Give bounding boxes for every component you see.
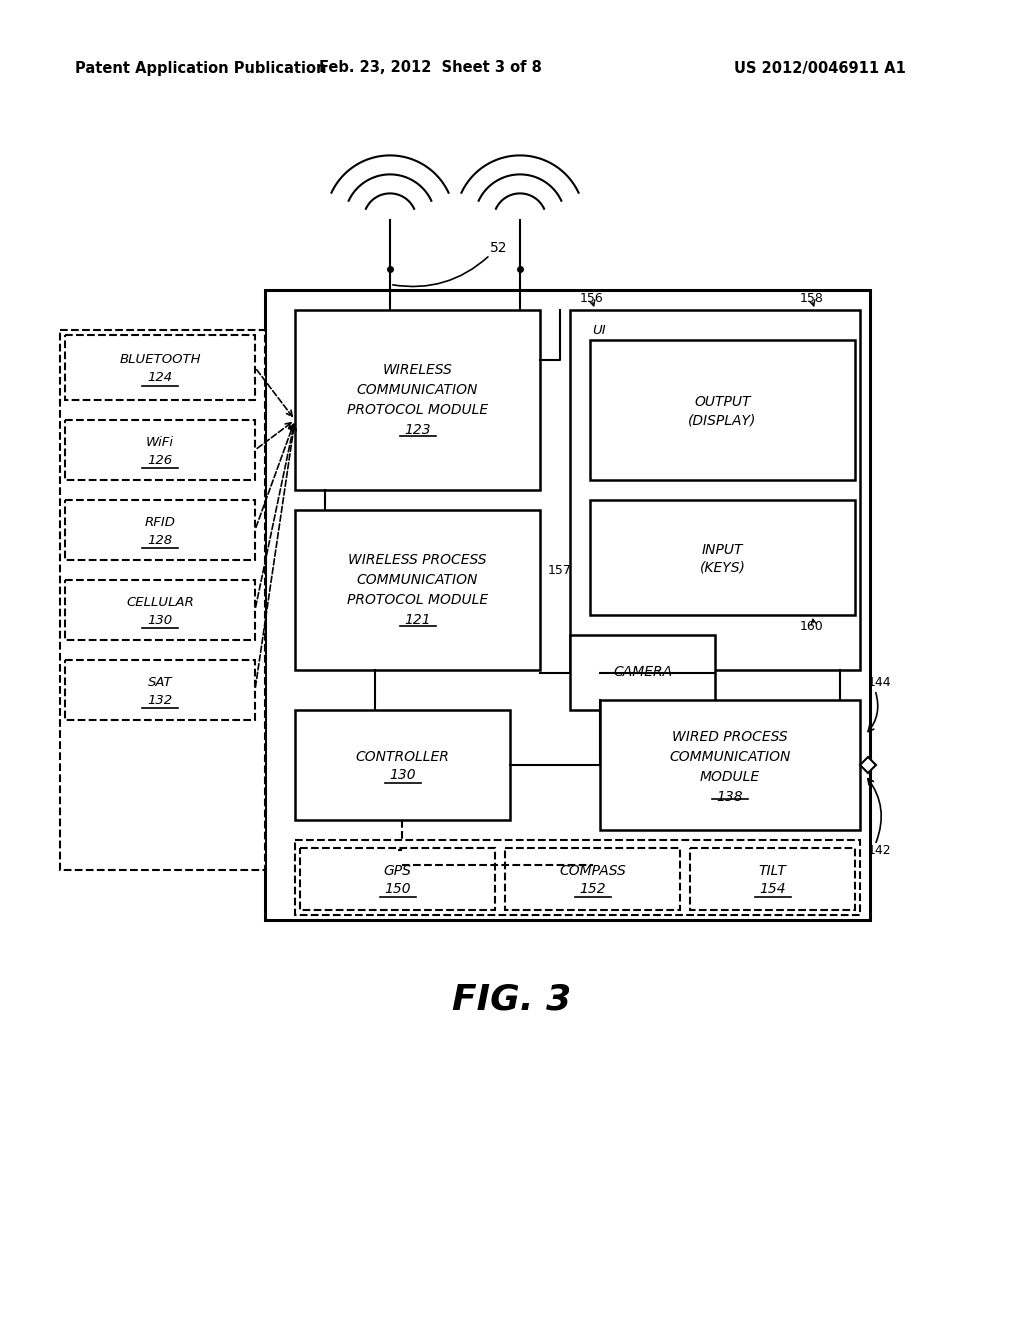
Bar — [590, 341, 855, 480]
Text: Feb. 23, 2012  Sheet 3 of 8: Feb. 23, 2012 Sheet 3 of 8 — [318, 61, 542, 75]
Text: 130: 130 — [147, 614, 173, 627]
Text: US 2012/0046911 A1: US 2012/0046911 A1 — [734, 61, 906, 75]
Polygon shape — [860, 756, 876, 774]
Text: FIG. 3: FIG. 3 — [453, 983, 571, 1016]
Text: COMMUNICATION: COMMUNICATION — [356, 573, 478, 587]
Bar — [590, 500, 855, 615]
Bar — [65, 660, 255, 719]
Text: RFID: RFID — [144, 516, 175, 528]
Bar — [570, 310, 860, 671]
Bar — [65, 500, 255, 560]
Bar — [600, 700, 860, 830]
Text: 130: 130 — [389, 768, 416, 781]
Text: 126: 126 — [147, 454, 173, 466]
Bar — [265, 290, 870, 920]
Text: 152: 152 — [580, 882, 606, 896]
Text: 132: 132 — [147, 693, 173, 706]
Text: 157: 157 — [548, 564, 571, 577]
Text: WIRELESS PROCESS: WIRELESS PROCESS — [348, 553, 486, 568]
Text: INPUT: INPUT — [701, 543, 743, 557]
Text: TILT: TILT — [759, 865, 786, 878]
Text: 144: 144 — [868, 676, 892, 689]
Bar — [295, 710, 510, 820]
Text: (KEYS): (KEYS) — [699, 561, 745, 574]
Text: 121: 121 — [404, 612, 431, 627]
Text: 52: 52 — [490, 242, 508, 255]
Text: COMMUNICATION: COMMUNICATION — [356, 383, 478, 397]
Text: 160: 160 — [800, 620, 823, 634]
Text: CELLULAR: CELLULAR — [126, 595, 194, 609]
Text: WIRED PROCESS: WIRED PROCESS — [672, 730, 787, 744]
Bar — [295, 840, 860, 915]
Text: UI: UI — [592, 323, 605, 337]
Text: PROTOCOL MODULE: PROTOCOL MODULE — [347, 403, 488, 417]
Bar — [65, 420, 255, 480]
Text: 156: 156 — [580, 292, 604, 305]
Text: WIRELESS: WIRELESS — [383, 363, 453, 378]
Text: WiFi: WiFi — [146, 436, 174, 449]
Text: 158: 158 — [800, 292, 824, 305]
Text: CONTROLLER: CONTROLLER — [355, 750, 450, 764]
Text: 124: 124 — [147, 371, 173, 384]
Text: PROTOCOL MODULE: PROTOCOL MODULE — [347, 593, 488, 607]
Bar — [295, 510, 540, 671]
Bar — [60, 330, 265, 870]
Text: (DISPLAY): (DISPLAY) — [688, 413, 757, 426]
Text: COMMUNICATION: COMMUNICATION — [670, 750, 791, 764]
Bar — [505, 847, 680, 909]
Text: MODULE: MODULE — [700, 770, 760, 784]
Bar — [690, 847, 855, 909]
Text: 150: 150 — [384, 882, 411, 896]
Bar — [570, 635, 715, 710]
Text: OUTPUT: OUTPUT — [694, 395, 751, 409]
Bar — [65, 579, 255, 640]
Bar — [300, 847, 495, 909]
Text: 154: 154 — [759, 882, 785, 896]
Bar — [295, 310, 540, 490]
Text: SAT: SAT — [147, 676, 172, 689]
Text: Patent Application Publication: Patent Application Publication — [75, 61, 327, 75]
Text: CAMERA: CAMERA — [613, 665, 672, 680]
Text: BLUETOOTH: BLUETOOTH — [119, 352, 201, 366]
Text: 123: 123 — [404, 422, 431, 437]
Text: 138: 138 — [717, 789, 743, 804]
Text: GPS: GPS — [384, 865, 412, 878]
Bar — [65, 335, 255, 400]
Text: COMPASS: COMPASS — [559, 865, 626, 878]
Text: 142: 142 — [868, 843, 892, 857]
Text: 128: 128 — [147, 533, 173, 546]
